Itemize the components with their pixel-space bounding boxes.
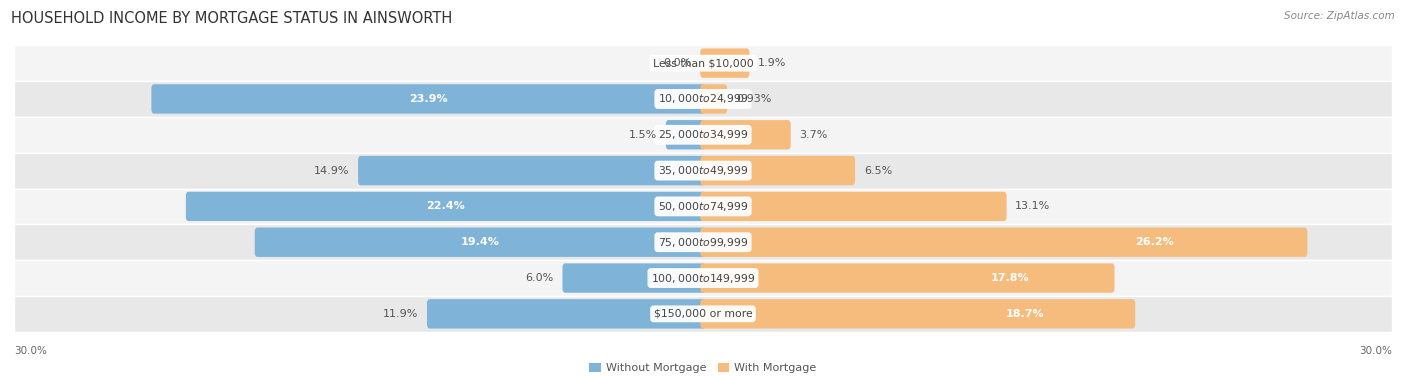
FancyBboxPatch shape (152, 84, 706, 113)
FancyBboxPatch shape (700, 264, 1115, 293)
Text: 23.9%: 23.9% (409, 94, 449, 104)
Text: 22.4%: 22.4% (426, 201, 465, 211)
Text: 1.5%: 1.5% (628, 130, 657, 140)
Bar (14, 296, 1392, 332)
Legend: Without Mortgage, With Mortgage: Without Mortgage, With Mortgage (585, 359, 821, 377)
Bar (14, 224, 1392, 260)
Text: $100,000 to $149,999: $100,000 to $149,999 (651, 271, 755, 285)
Bar (14, 45, 1392, 81)
FancyBboxPatch shape (700, 228, 1308, 257)
FancyBboxPatch shape (700, 49, 749, 78)
Text: 19.4%: 19.4% (461, 237, 499, 247)
Text: $150,000 or more: $150,000 or more (654, 309, 752, 319)
Text: Less than $10,000: Less than $10,000 (652, 58, 754, 68)
FancyBboxPatch shape (700, 299, 1135, 328)
FancyBboxPatch shape (700, 156, 855, 185)
Text: $75,000 to $99,999: $75,000 to $99,999 (658, 236, 748, 249)
Bar (14, 153, 1392, 188)
FancyBboxPatch shape (186, 192, 706, 221)
Text: 6.0%: 6.0% (526, 273, 554, 283)
Text: 13.1%: 13.1% (1015, 201, 1050, 211)
Bar (14, 81, 1392, 117)
FancyBboxPatch shape (700, 120, 790, 149)
Text: Source: ZipAtlas.com: Source: ZipAtlas.com (1284, 11, 1395, 21)
Text: 17.8%: 17.8% (990, 273, 1029, 283)
Text: $50,000 to $74,999: $50,000 to $74,999 (658, 200, 748, 213)
Text: 30.0%: 30.0% (14, 346, 46, 357)
FancyBboxPatch shape (700, 84, 727, 113)
Text: 0.93%: 0.93% (735, 94, 772, 104)
Bar (14, 260, 1392, 296)
Text: 26.2%: 26.2% (1135, 237, 1174, 247)
Text: $25,000 to $34,999: $25,000 to $34,999 (658, 128, 748, 141)
FancyBboxPatch shape (562, 264, 706, 293)
FancyBboxPatch shape (254, 228, 706, 257)
Bar (14, 188, 1392, 224)
FancyBboxPatch shape (359, 156, 706, 185)
Text: 1.9%: 1.9% (758, 58, 786, 68)
Text: 11.9%: 11.9% (382, 309, 418, 319)
Text: 0.0%: 0.0% (664, 58, 692, 68)
FancyBboxPatch shape (700, 192, 1007, 221)
Text: 3.7%: 3.7% (800, 130, 828, 140)
Text: 18.7%: 18.7% (1005, 309, 1045, 319)
Text: 6.5%: 6.5% (863, 166, 891, 176)
FancyBboxPatch shape (427, 299, 706, 328)
Text: $35,000 to $49,999: $35,000 to $49,999 (658, 164, 748, 177)
FancyBboxPatch shape (666, 120, 706, 149)
Text: 14.9%: 14.9% (314, 166, 349, 176)
Text: 30.0%: 30.0% (1360, 346, 1392, 357)
Text: $10,000 to $24,999: $10,000 to $24,999 (658, 92, 748, 106)
Bar (14, 117, 1392, 153)
Text: HOUSEHOLD INCOME BY MORTGAGE STATUS IN AINSWORTH: HOUSEHOLD INCOME BY MORTGAGE STATUS IN A… (11, 11, 453, 26)
